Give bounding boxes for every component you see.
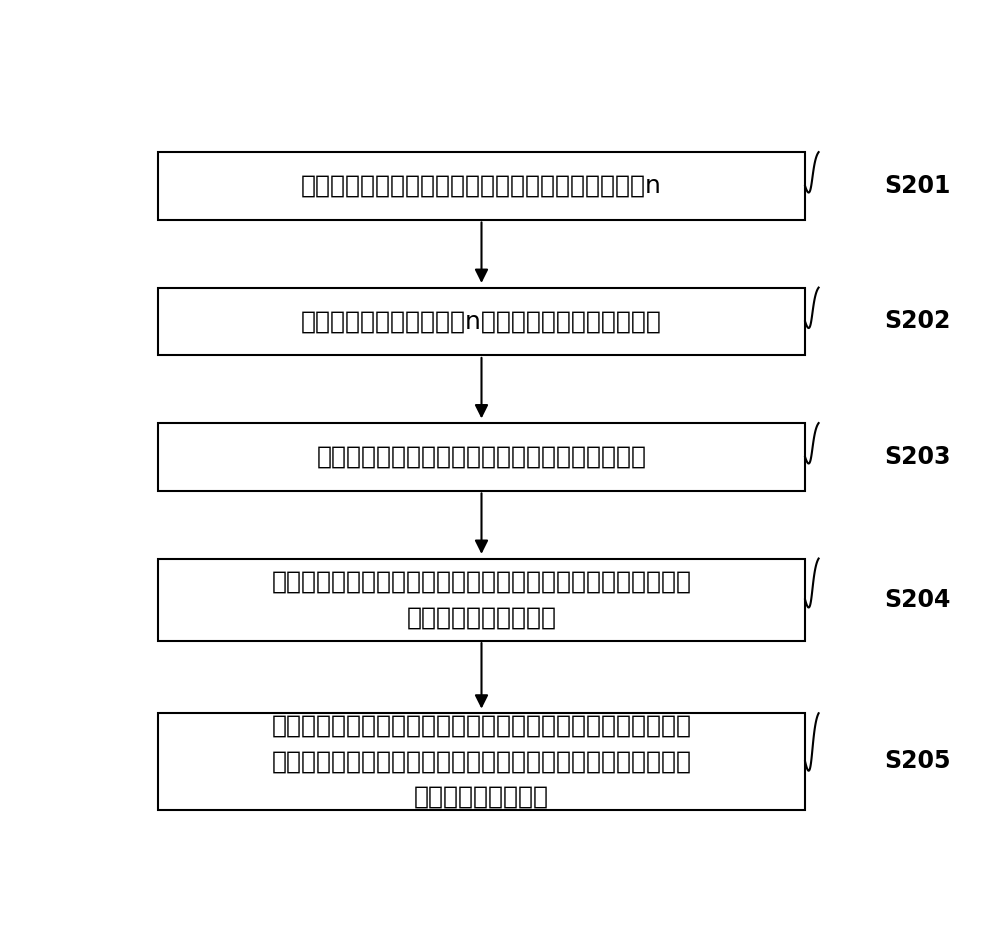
Text: S201: S201: [885, 174, 951, 198]
Text: 将每个缸的单缸角加速度与所述角加速度标准值相除获得每个缸
的单缸角加速度比例值: 将每个缸的单缸角加速度与所述角加速度标准值相除获得每个缸 的单缸角加速度比例值: [272, 569, 692, 630]
Text: 分别判断每个缸的单缸角加速度比例值小于预定相对失火阈值，
并且对应缸的单缸角加速度小于预定绝对失火阈值时，判定该缸
失火；反之没有失火: 分别判断每个缸的单缸角加速度比例值小于预定相对失火阈值， 并且对应缸的单缸角加速…: [272, 714, 692, 808]
FancyBboxPatch shape: [158, 558, 805, 641]
Text: 由所述曲轴齿的瞬时转速n计算每个缸的单缸角加速度: 由所述曲轴齿的瞬时转速n计算每个缸的单缸角加速度: [301, 309, 662, 333]
FancyBboxPatch shape: [158, 423, 805, 491]
Text: S203: S203: [885, 444, 951, 469]
Text: S202: S202: [885, 309, 951, 333]
FancyBboxPatch shape: [158, 713, 805, 809]
Text: 采集当前缸起始齿和结束齿对应的曲轴齿的瞬时转速n: 采集当前缸起始齿和结束齿对应的曲轴齿的瞬时转速n: [301, 174, 662, 198]
Text: 由所有缸的单缸角加速度计算单缸角加速度标准值: 由所有缸的单缸角加速度计算单缸角加速度标准值: [316, 444, 646, 469]
FancyBboxPatch shape: [158, 152, 805, 219]
Text: S204: S204: [885, 587, 951, 611]
Text: S205: S205: [885, 749, 951, 773]
FancyBboxPatch shape: [158, 288, 805, 356]
